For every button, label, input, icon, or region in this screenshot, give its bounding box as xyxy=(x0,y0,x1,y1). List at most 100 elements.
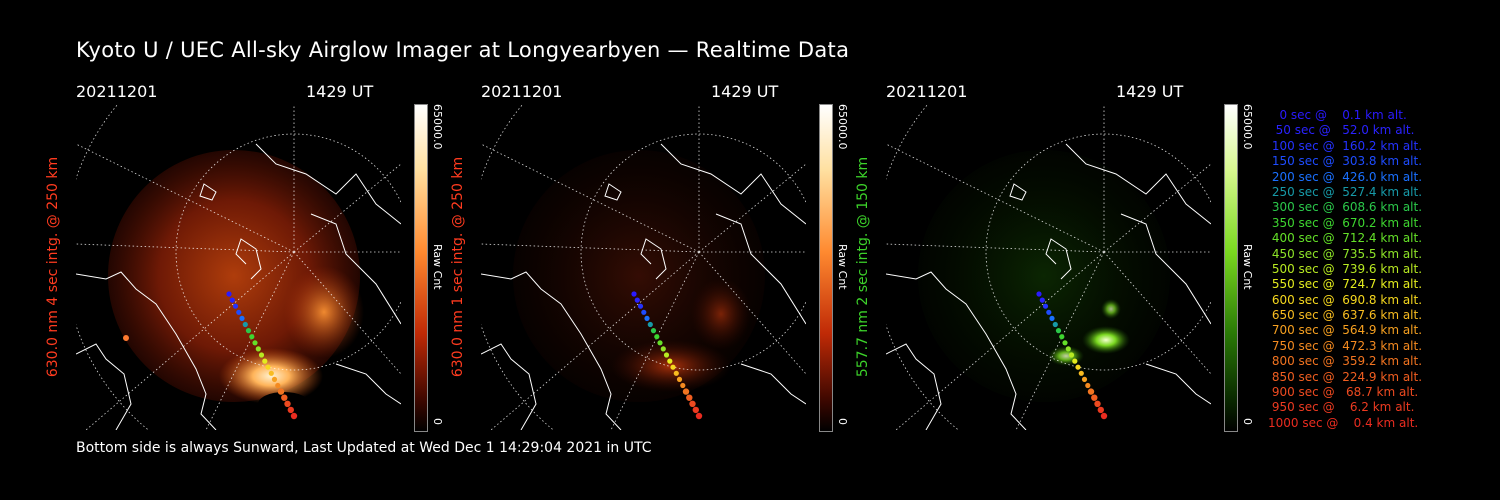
colorbar xyxy=(414,104,428,432)
trajectory-point xyxy=(255,346,261,352)
colorbar xyxy=(1224,104,1238,432)
trajectory-point xyxy=(1078,370,1084,376)
trajectory-point xyxy=(673,370,679,376)
legend-row: 200 sec @ 426.0 km alt. xyxy=(1268,169,1423,184)
trajectory-point xyxy=(1075,364,1081,370)
panel-630nm-4sec: 20211201 1429 UT 630.0 nm 4 sec intg. @ … xyxy=(45,21,525,483)
trajectory-point xyxy=(1091,394,1098,401)
legend-row: 700 sec @ 564.9 km alt. xyxy=(1268,323,1423,338)
trajectory-point xyxy=(284,400,291,407)
trajectory-point xyxy=(281,394,288,401)
trajectory-point xyxy=(1042,303,1049,309)
trajectory-point xyxy=(676,376,683,382)
trajectory-point xyxy=(1081,376,1088,382)
colorbar-unit: Raw Cnt xyxy=(1241,244,1254,290)
panel-date: 20211201 xyxy=(886,82,968,101)
trajectory-point xyxy=(1068,352,1075,358)
trajectory-point xyxy=(239,315,245,321)
trajectory-point xyxy=(682,388,690,395)
trajectory-point xyxy=(265,364,271,370)
panel-time: 1429 UT xyxy=(1116,82,1184,101)
trajectory-point xyxy=(1052,321,1058,328)
legend-row: 350 sec @ 670.2 km alt. xyxy=(1268,215,1423,230)
colorbar xyxy=(819,104,833,432)
trajectory-point xyxy=(1046,309,1052,315)
trajectory-point xyxy=(670,364,676,370)
legend-row: 800 sec @ 359.2 km alt. xyxy=(1268,354,1423,369)
trajectory-points xyxy=(1036,291,1108,420)
trajectory-point xyxy=(268,370,274,376)
trajectory-point xyxy=(663,352,670,358)
trajectory-point xyxy=(1049,315,1055,321)
allsky-image xyxy=(63,21,525,483)
legend-row: 1000 sec @ 0.4 km alt. xyxy=(1268,415,1419,430)
allsky-image xyxy=(468,21,930,483)
trajectory-points xyxy=(631,291,703,420)
legend-row: 400 sec @ 712.4 km alt. xyxy=(1268,231,1423,246)
trajectory-point xyxy=(650,328,657,334)
panel-time: 1429 UT xyxy=(711,82,779,101)
legend-row: 0 sec @ 0.1 km alt. xyxy=(1268,108,1407,122)
trajectory-point xyxy=(637,303,644,309)
trajectory-point xyxy=(271,376,278,382)
trajectory-point xyxy=(1036,291,1042,297)
legend-row: 600 sec @ 690.8 km alt. xyxy=(1268,292,1423,307)
legend-row: 650 sec @ 637.6 km alt. xyxy=(1268,308,1423,323)
trajectory-point xyxy=(249,334,255,340)
trajectory-point xyxy=(695,412,703,420)
trajectory-point xyxy=(242,321,248,328)
trajectory-point xyxy=(680,382,686,389)
allsky-image xyxy=(873,21,1335,483)
legend-row: 50 sec @ 52.0 km alt. xyxy=(1268,123,1415,138)
panel-date: 20211201 xyxy=(481,82,563,101)
trajectory-point xyxy=(1100,412,1108,420)
footer-note: Bottom side is always Sunward, Last Upda… xyxy=(76,440,652,456)
legend-row: 950 sec @ 6.2 km alt. xyxy=(1268,400,1415,415)
trajectory-point xyxy=(226,291,232,297)
trajectory-point xyxy=(644,315,650,321)
trajectory-point xyxy=(1094,400,1101,407)
trajectory-point xyxy=(236,309,242,315)
colorbar-max: 65000.0 xyxy=(1241,104,1254,150)
trajectory-point xyxy=(1072,358,1078,364)
trajectory-point xyxy=(634,297,640,303)
trajectory-point xyxy=(657,340,663,346)
panel-630nm-1sec: 20211201 1429 UT 630.0 nm 1 sec intg. @ … xyxy=(450,21,930,483)
trajectory-point xyxy=(252,340,258,346)
legend-row: 150 sec @ 303.8 km alt. xyxy=(1268,154,1423,169)
trajectory-point xyxy=(1087,388,1095,395)
trajectory-point xyxy=(1062,340,1068,346)
trajectory-legend: 0 sec @ 0.1 km alt. 50 sec @ 52.0 km alt… xyxy=(1268,108,1446,431)
legend-row: 450 sec @ 735.5 km alt. xyxy=(1268,246,1423,261)
legend-row: 850 sec @ 224.9 km alt. xyxy=(1268,369,1423,384)
trajectory-points xyxy=(226,291,298,420)
panel-ylabel: 557.7 nm 2 sec intg. @ 150 km xyxy=(855,156,871,378)
legend-row: 100 sec @ 160.2 km alt. xyxy=(1268,138,1423,153)
trajectory-point xyxy=(1055,328,1062,334)
trajectory-point xyxy=(647,321,653,328)
trajectory-point xyxy=(686,394,693,401)
trajectory-point xyxy=(232,303,239,309)
trajectory-point xyxy=(641,309,647,315)
trajectory-point xyxy=(287,406,294,414)
legend-row: 300 sec @ 608.6 km alt. xyxy=(1268,200,1423,215)
panel-time: 1429 UT xyxy=(306,82,374,101)
trajectory-point xyxy=(229,297,235,303)
trajectory-point xyxy=(654,334,660,340)
panel-557nm-2sec: 20211201 1429 UT 557.7 nm 2 sec intg. @ … xyxy=(855,21,1335,483)
trajectory-point xyxy=(667,358,673,364)
trajectory-point xyxy=(660,346,666,352)
trajectory-point xyxy=(631,291,637,297)
trajectory-point xyxy=(1059,334,1065,340)
trajectory-point xyxy=(258,352,265,358)
trajectory-point xyxy=(1097,406,1104,414)
trajectory-point xyxy=(692,406,699,414)
panel-ylabel: 630.0 nm 1 sec intg. @ 250 km xyxy=(450,156,466,378)
trajectory-point xyxy=(277,388,285,395)
legend-row: 550 sec @ 724.7 km alt. xyxy=(1268,277,1423,292)
page-title: Kyoto U / UEC All-sky Airglow Imager at … xyxy=(76,38,850,62)
trajectory-point xyxy=(1085,382,1091,389)
colorbar-min: 0 xyxy=(1241,418,1254,425)
colorbar-labels: 65000.0 Raw Cnt 0 xyxy=(1241,104,1266,430)
panel-ylabel: 630.0 nm 4 sec intg. @ 250 km xyxy=(45,156,61,378)
